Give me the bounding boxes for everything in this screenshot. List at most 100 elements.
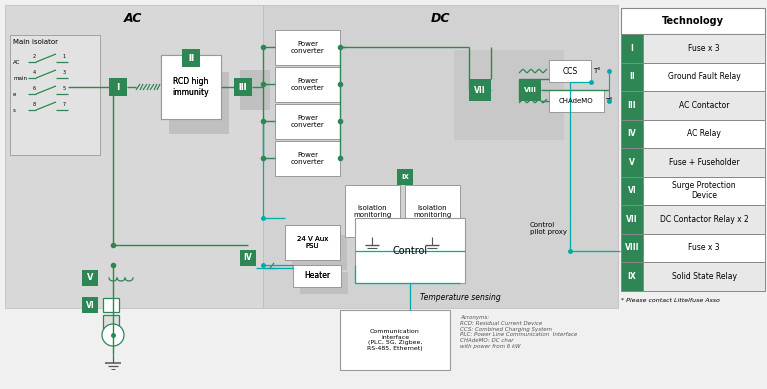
Text: II: II <box>188 54 194 63</box>
FancyBboxPatch shape <box>643 119 765 148</box>
FancyBboxPatch shape <box>621 177 643 205</box>
Text: Heater: Heater <box>304 272 330 280</box>
Text: IX: IX <box>627 272 637 281</box>
FancyBboxPatch shape <box>182 49 200 67</box>
Text: DC: DC <box>430 12 449 25</box>
FancyBboxPatch shape <box>621 233 643 262</box>
Text: Ground Fault Relay: Ground Fault Relay <box>667 72 740 81</box>
FancyBboxPatch shape <box>275 30 340 65</box>
FancyBboxPatch shape <box>234 78 252 96</box>
FancyBboxPatch shape <box>285 225 340 260</box>
Text: Fuse x 3: Fuse x 3 <box>688 243 719 252</box>
FancyBboxPatch shape <box>549 90 604 112</box>
Text: Control: Control <box>393 245 427 256</box>
FancyBboxPatch shape <box>621 119 643 148</box>
Text: DC Contactor Relay x 2: DC Contactor Relay x 2 <box>660 215 749 224</box>
Text: Main isolator: Main isolator <box>13 39 58 45</box>
FancyBboxPatch shape <box>621 262 643 291</box>
Text: 24 V Aux
PSU: 24 V Aux PSU <box>297 236 328 249</box>
Text: 6: 6 <box>32 86 35 91</box>
Text: 3: 3 <box>62 70 65 75</box>
Text: e: e <box>13 91 16 96</box>
FancyBboxPatch shape <box>549 60 591 82</box>
Text: Fuse + Fuseholder: Fuse + Fuseholder <box>669 158 739 167</box>
Text: II: II <box>188 54 194 63</box>
FancyBboxPatch shape <box>82 270 98 286</box>
Text: CHAdeMO: CHAdeMO <box>558 98 594 104</box>
FancyBboxPatch shape <box>621 148 643 177</box>
Text: Isolation
monitoring: Isolation monitoring <box>413 205 452 217</box>
Text: AC Relay: AC Relay <box>687 129 721 138</box>
Text: Power
converter: Power converter <box>291 41 324 54</box>
Text: VIII: VIII <box>524 87 536 93</box>
FancyBboxPatch shape <box>519 79 541 101</box>
Text: Acronyms:
RCD: Residual Current Device
CCS: Combined Charging System
PLC: Power : Acronyms: RCD: Residual Current Device C… <box>460 315 578 349</box>
Text: I: I <box>630 44 634 53</box>
Text: VI: VI <box>627 186 637 195</box>
FancyBboxPatch shape <box>621 205 643 233</box>
Text: V: V <box>87 273 94 282</box>
FancyBboxPatch shape <box>293 265 341 287</box>
Text: Technology: Technology <box>662 16 724 26</box>
FancyBboxPatch shape <box>275 104 340 139</box>
FancyBboxPatch shape <box>643 148 765 177</box>
Text: 4: 4 <box>32 70 35 75</box>
FancyBboxPatch shape <box>621 91 643 119</box>
Text: Heater: Heater <box>304 272 330 280</box>
Text: Power
converter: Power converter <box>291 152 324 165</box>
FancyBboxPatch shape <box>161 55 221 119</box>
Text: VII: VII <box>474 86 486 95</box>
FancyBboxPatch shape <box>103 298 119 312</box>
FancyBboxPatch shape <box>169 72 229 134</box>
FancyBboxPatch shape <box>275 67 340 102</box>
Text: main: main <box>13 75 27 81</box>
FancyBboxPatch shape <box>643 177 765 205</box>
Text: RCD high
immunity: RCD high immunity <box>173 77 209 97</box>
FancyBboxPatch shape <box>285 225 340 260</box>
Text: 2: 2 <box>32 54 35 59</box>
Text: III: III <box>239 82 247 91</box>
Text: 7: 7 <box>62 102 65 107</box>
Text: s: s <box>13 107 16 112</box>
Text: Power
converter: Power converter <box>291 78 324 91</box>
FancyBboxPatch shape <box>182 49 200 67</box>
FancyBboxPatch shape <box>405 185 460 237</box>
Text: 24 V Aux
PSU: 24 V Aux PSU <box>297 236 328 249</box>
Text: AC: AC <box>123 12 142 25</box>
Circle shape <box>102 324 124 346</box>
FancyBboxPatch shape <box>103 315 119 329</box>
FancyBboxPatch shape <box>82 297 98 313</box>
Text: AC: AC <box>13 60 21 65</box>
Text: IX: IX <box>401 174 409 180</box>
FancyBboxPatch shape <box>263 5 618 308</box>
Text: Communication
interface
(PLC, 5G, Zigbee,
RS-485, Ethernet): Communication interface (PLC, 5G, Zigbee… <box>367 329 423 351</box>
FancyBboxPatch shape <box>10 35 100 155</box>
Text: VIII: VIII <box>625 243 639 252</box>
Text: T°: T° <box>593 68 601 74</box>
FancyBboxPatch shape <box>643 34 765 63</box>
Text: Temperature sensing: Temperature sensing <box>420 293 500 303</box>
FancyBboxPatch shape <box>397 169 413 185</box>
Text: Surge Protection
Device: Surge Protection Device <box>672 181 736 200</box>
FancyBboxPatch shape <box>621 8 765 34</box>
FancyBboxPatch shape <box>240 70 270 110</box>
FancyBboxPatch shape <box>5 5 263 308</box>
FancyBboxPatch shape <box>469 79 491 101</box>
Text: I: I <box>117 82 120 91</box>
FancyBboxPatch shape <box>454 50 564 140</box>
FancyBboxPatch shape <box>240 250 256 266</box>
Text: AC Contactor: AC Contactor <box>679 101 729 110</box>
Text: 1: 1 <box>62 54 65 59</box>
FancyBboxPatch shape <box>293 265 341 287</box>
Text: IV: IV <box>244 254 252 263</box>
FancyBboxPatch shape <box>340 310 450 370</box>
FancyBboxPatch shape <box>643 233 765 262</box>
FancyBboxPatch shape <box>300 272 348 294</box>
Text: 5: 5 <box>62 86 65 91</box>
FancyBboxPatch shape <box>161 55 221 119</box>
Text: * Please contact Littelfuse Asso: * Please contact Littelfuse Asso <box>621 298 720 303</box>
Text: II: II <box>629 72 635 81</box>
FancyBboxPatch shape <box>345 185 400 237</box>
FancyBboxPatch shape <box>643 63 765 91</box>
Text: V: V <box>629 158 635 167</box>
